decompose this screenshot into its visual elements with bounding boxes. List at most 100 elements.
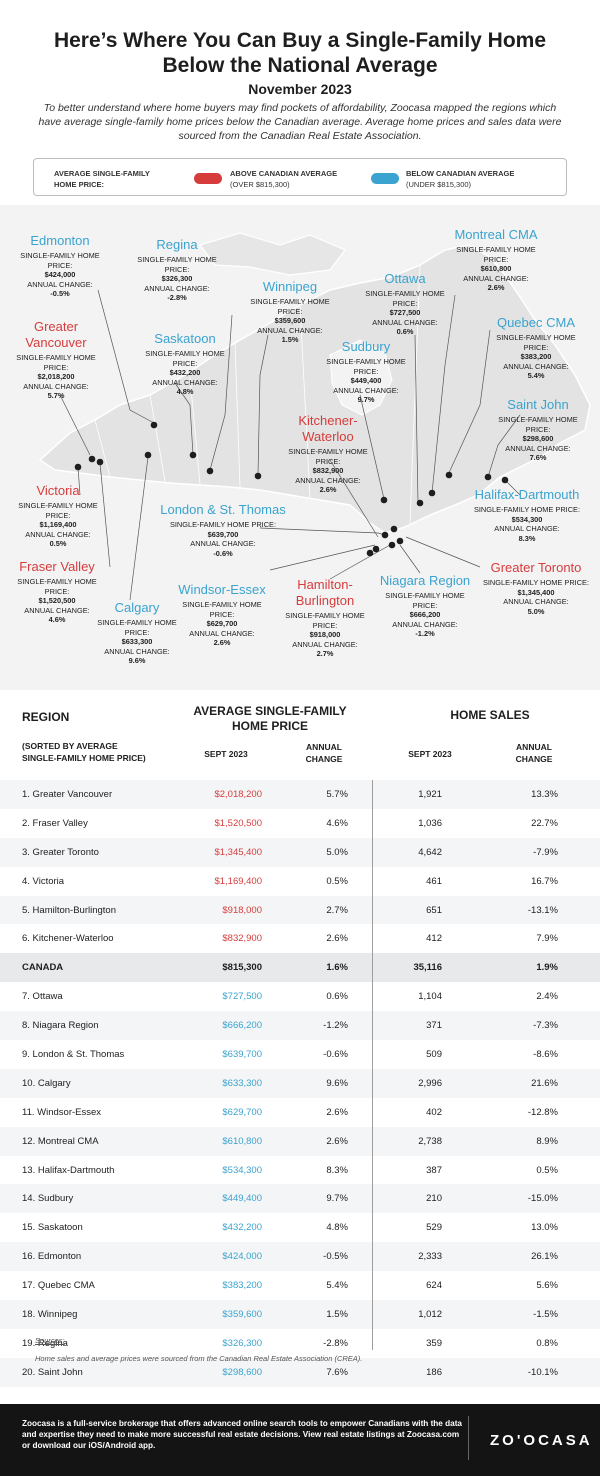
callout-price-label: SINGLE-FAMILY HOME PRICE: <box>326 357 406 376</box>
callout-change: 0.6% <box>396 327 414 337</box>
price-annual-header-line-1: ANNUAL <box>306 742 342 752</box>
row-price-change: -0.6% <box>323 1049 348 1061</box>
title-line-1: Here’s Where You Can Buy a Single-Family… <box>53 29 547 52</box>
row-price-change: 9.6% <box>326 1077 348 1089</box>
row-price-change: 2.7% <box>326 904 348 916</box>
callout-price: $383,200 <box>520 352 552 362</box>
callout-change: 9.7% <box>357 395 375 405</box>
price-group-header-line-1: AVERAGE SINGLE-FAMILY <box>193 704 347 718</box>
callout-price: $298,600 <box>522 434 554 444</box>
table-row: 2. Fraser Valley $1,520,500 4.6% 1,036 22.7% <box>0 808 600 838</box>
row-price-change: 7.6% <box>326 1366 348 1378</box>
callout-change: 0.5% <box>49 539 67 549</box>
row-sales: 2,333 <box>418 1251 442 1263</box>
kitchener-marker <box>381 531 389 539</box>
row-region: 4. Victoria <box>22 875 65 887</box>
callout-price-label: SINGLE-FAMILY HOME PRICE: <box>498 415 578 434</box>
regina-marker <box>206 467 214 475</box>
row-price: $832,900 <box>222 933 262 945</box>
callout-fraser-valley: Fraser Valley SINGLE-FAMILY HOME PRICE: … <box>8 559 106 625</box>
map-graphic <box>38 232 591 601</box>
row-region: 6. Kitchener-Waterloo <box>22 933 114 945</box>
row-sales-change: -1.5% <box>533 1309 558 1321</box>
saskatoon-marker <box>189 451 197 459</box>
region-header: REGION <box>22 710 70 724</box>
callout-city: Greater Vancouver <box>25 319 87 350</box>
row-sales: 2,996 <box>418 1077 442 1089</box>
callout-price: $1,520,500 <box>38 596 76 606</box>
sales-group-header: HOME SALES <box>450 708 530 722</box>
row-sales: 387 <box>426 1164 442 1176</box>
sales-annual-header-line-1: ANNUAL <box>516 742 552 752</box>
row-price: $639,700 <box>222 1049 262 1061</box>
halifax-marker <box>501 476 509 484</box>
legend: AVERAGE SINGLE-FAMILY HOME PRICE: ABOVE … <box>33 158 567 196</box>
calgary-marker <box>144 451 152 459</box>
row-sales: 461 <box>426 875 442 887</box>
row-region: 2. Fraser Valley <box>22 817 88 829</box>
row-sales-change: -12.8% <box>527 1106 558 1118</box>
row-sales: 1,104 <box>418 991 442 1003</box>
callout-change-label: ANNUAL CHANGE: <box>24 605 90 615</box>
row-sales: 186 <box>426 1366 442 1378</box>
callout-price-label: SINGLE-FAMILY HOME PRICE: <box>285 611 365 630</box>
price-annual-header-line-2: CHANGE <box>305 754 343 764</box>
callout-change: 2.6% <box>319 485 337 495</box>
legend-label: AVERAGE SINGLE-FAMILY HOME PRICE: <box>54 168 150 190</box>
footer-text: Zoocasa is a full-service brokerage that… <box>22 1419 462 1450</box>
row-sales: 210 <box>426 1193 442 1205</box>
callout-change-label: ANNUAL CHANGE: <box>25 529 91 539</box>
callout-change: 5.0% <box>527 606 545 616</box>
sudbury-marker <box>380 496 388 504</box>
table-row: 17. Quebec CMA $383,200 5.4% 624 5.6% <box>0 1271 600 1301</box>
row-region: 19. Regina <box>22 1337 68 1349</box>
callout-change: 4.6% <box>48 615 66 625</box>
row-price: $1,520,500 <box>214 817 262 829</box>
province-borders <box>94 264 421 524</box>
callout-victoria: Victoria SINGLE-FAMILY HOME PRICE: $1,16… <box>14 483 102 549</box>
callout-greater-toronto: Greater Toronto SINGLE-FAMILY HOME PRICE… <box>476 560 596 616</box>
table-row: 3. Greater Toronto $1,345,400 5.0% 4,642 -7.… <box>0 837 600 867</box>
callout-price: $1,169,400 <box>39 520 77 530</box>
edmonton-marker <box>150 421 158 429</box>
winnipeg-marker <box>254 472 262 480</box>
title-line-2: Below the National Average <box>162 54 438 77</box>
row-price-change: -2.8% <box>323 1337 348 1349</box>
table-row: 5. Hamilton-Burlington $918,000 2.7% 651 -13… <box>0 895 600 925</box>
callout-price-label: SINGLE-FAMILY HOME PRICE: <box>385 591 465 610</box>
row-sales: 4,642 <box>418 846 442 858</box>
row-price-change: 2.6% <box>326 1135 348 1147</box>
row-price: $629,700 <box>222 1106 262 1118</box>
row-price-change: 5.7% <box>326 789 348 800</box>
row-sales-change: 22.7% <box>531 817 558 829</box>
callout-city: Fraser Valley <box>19 559 95 574</box>
callout-price-label: SINGLE-FAMILY HOME PRICE: <box>97 618 177 637</box>
row-sales: 2,738 <box>418 1135 442 1147</box>
row-region: 1. Greater Vancouver <box>22 789 113 800</box>
windsor-marker <box>366 549 374 557</box>
row-price-change: 8.3% <box>326 1164 348 1176</box>
callout-price-label: SINGLE-FAMILY HOME PRICE: <box>137 255 217 274</box>
row-sales-change: 7.9% <box>536 933 558 945</box>
row-sales-change: -7.9% <box>533 846 558 858</box>
callout-change: -1.2% <box>415 629 435 639</box>
callout-change-label: ANNUAL CHANGE: <box>494 524 560 534</box>
row-price: $1,169,400 <box>214 875 262 887</box>
callout-city: Regina <box>156 237 198 252</box>
callout-change: 2.6% <box>213 638 231 648</box>
callout-change: -0.5% <box>50 289 70 299</box>
callout-price: $424,000 <box>44 270 76 280</box>
callout-city: Kitchener-Waterloo <box>298 413 358 444</box>
callout-price-label: SINGLE-FAMILY HOME PRICE: <box>17 577 97 596</box>
callout-price-label: SINGLE-FAMILY HOME PRICE: <box>16 353 96 372</box>
row-sales: 35,116 <box>413 962 442 974</box>
legend-above-text: ABOVE CANADIAN AVERAGE (OVER $815,300) <box>230 168 337 190</box>
price-annual-header: ANNUAL CHANGE <box>290 741 358 765</box>
vancouver-marker <box>88 455 96 463</box>
row-price-change: 5.4% <box>326 1280 348 1292</box>
region-sort-note-line-1: (SORTED BY AVERAGE <box>22 741 118 751</box>
region-sort-note: (SORTED BY AVERAGE SINGLE-FAMILY HOME PR… <box>22 740 146 764</box>
table-row: 14. Sudbury $449,400 9.7% 210 -15.0% <box>0 1184 600 1214</box>
callout-city: Halifax-Dartmouth <box>474 487 580 502</box>
row-price: $666,200 <box>222 1020 262 1032</box>
